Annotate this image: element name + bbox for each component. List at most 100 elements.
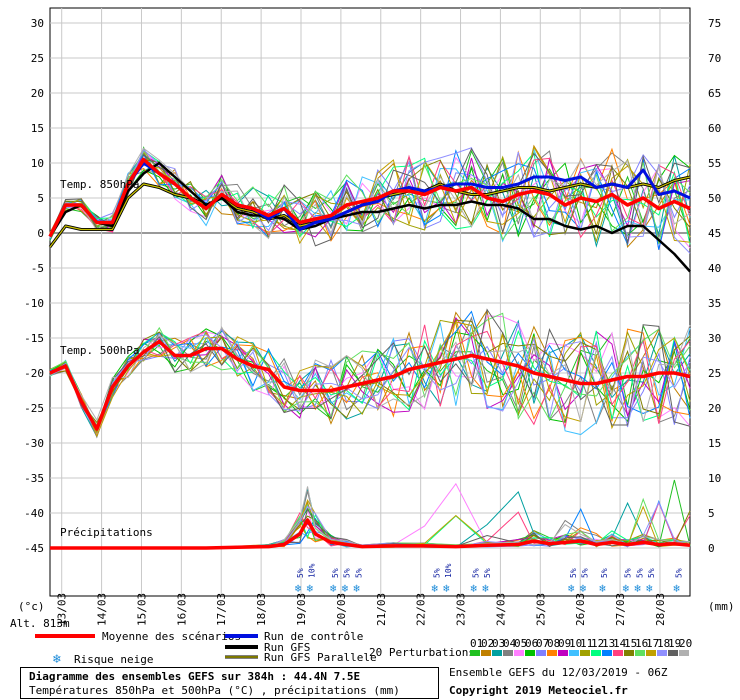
perturbation-line	[49, 322, 691, 436]
snow-percent-label: 5%	[343, 568, 352, 578]
perturbation-swatch	[679, 650, 689, 656]
perturbation-line	[49, 312, 691, 427]
perturbation-line	[49, 325, 691, 423]
perturbation-swatch	[481, 650, 491, 656]
gfs-run-line	[48, 161, 691, 273]
perturbation-number: 02	[481, 637, 494, 650]
snowflake-icon: ❄	[470, 582, 477, 595]
unit-left: (°c)	[18, 600, 45, 613]
perturbation-number: 09	[558, 637, 571, 650]
y-left-tick-label: -40	[24, 507, 44, 520]
y-left-tick-label: -15	[24, 332, 44, 345]
y-right-tick-label: 20	[708, 402, 721, 415]
y-right-tick-label: 25	[708, 367, 721, 380]
x-date-label: 20/03	[335, 593, 348, 626]
y-left-tick-label: -25	[24, 402, 44, 415]
y-right-tick-label: 60	[708, 122, 721, 135]
perturbation-number: 10	[569, 637, 582, 650]
y-left-tick-label: -45	[24, 542, 44, 555]
snow-percent-label: 5%	[624, 568, 633, 578]
perturbation-number: 07	[536, 637, 549, 650]
perturbation-swatch	[492, 650, 502, 656]
perturbation-number: 06	[525, 637, 538, 650]
x-date-label: 22/03	[415, 593, 428, 626]
x-date-label: 26/03	[574, 593, 587, 626]
perturbation-swatch	[591, 650, 601, 656]
snowflake-icon: ❄	[482, 582, 489, 595]
perturbation-swatch	[635, 650, 645, 656]
perturbation-swatch	[569, 650, 579, 656]
mean-500-line	[49, 339, 691, 431]
perturbation-swatch	[624, 650, 634, 656]
perturbation-line	[49, 310, 691, 429]
grid	[50, 8, 690, 596]
snowflake-icon: ❄	[431, 582, 438, 595]
legend-gfs-parallel-label: Run GFS Parallele	[264, 651, 377, 664]
perturbation-swatch	[547, 650, 557, 656]
mean-850-line	[48, 157, 691, 238]
perturbation-line	[49, 318, 691, 433]
perturbation-number: 20	[679, 637, 692, 650]
info-subtitle: Températures 850hPa et 500hPa (°C) , pré…	[29, 684, 400, 697]
mean-precip-line	[50, 518, 691, 550]
x-date-label: 18/03	[255, 593, 268, 626]
y-right-tick-label: 0	[708, 542, 715, 555]
y-left-tick-label: 10	[31, 157, 44, 170]
snow-percent-label: 5%	[647, 568, 656, 578]
perturbation-line	[49, 319, 691, 434]
perturbation-line	[49, 319, 691, 424]
snow-risk-row: 5%❄10%❄5%❄5%❄5%❄5%❄10%❄5%❄5%❄5%❄5%❄5%❄5%…	[295, 563, 684, 595]
x-date-label: 25/03	[534, 593, 547, 626]
info-title: Diagramme des ensembles GEFS sur 384h : …	[29, 670, 361, 683]
snow-percent-label: 5%	[432, 568, 441, 578]
perturbation-swatch	[514, 650, 524, 656]
y-right-tick-label: 5	[708, 507, 715, 520]
unit-right: (mm)	[708, 600, 735, 613]
snow-percent-label: 10%	[307, 563, 316, 578]
y-left-tick-label: 20	[31, 87, 44, 100]
y-left-tick-label: -30	[24, 437, 44, 450]
perturbation-number: 12	[591, 637, 604, 650]
y-left-tick-label: -35	[24, 472, 44, 485]
perturbation-swatch	[646, 650, 656, 656]
legend-perturbations-label: 20 Perturbations	[369, 646, 475, 659]
snowflake-icon: ❄	[568, 582, 575, 595]
legend: Moyenne des scénarios Run de contrôle Ru…	[35, 630, 692, 667]
x-date-label: 15/03	[135, 593, 148, 626]
snowflake-icon: ❄	[295, 582, 302, 595]
snow-percent-label: 5%	[331, 568, 340, 578]
snow-percent-label: 5%	[674, 568, 683, 578]
perturbation-number: 13	[602, 637, 615, 650]
y-left-tick-label: 30	[31, 17, 44, 30]
main-series-lines	[48, 157, 691, 550]
y-right-tick-label: 70	[708, 52, 721, 65]
copyright: Copyright 2019 Meteociel.fr	[449, 684, 628, 697]
snow-percent-label: 5%	[569, 568, 578, 578]
legend-control-label: Run de contrôle	[264, 630, 363, 643]
y-left-tick-label: -10	[24, 297, 44, 310]
perturbation-swatch	[613, 650, 623, 656]
x-date-label: 17/03	[215, 593, 228, 626]
y-right-tick-label: 75	[708, 17, 721, 30]
y-axis-left: 30 25 20 15 10 5 0 -5 -10 -15 -20 -25 -30 -35 -40 -45	[24, 17, 44, 555]
y-right-tick-label: 65	[708, 87, 721, 100]
x-date-label: 27/03	[614, 593, 627, 626]
perturbation-line	[49, 308, 691, 430]
snow-percent-label: 5%	[296, 568, 305, 578]
perturbation-number: 18	[657, 637, 670, 650]
perturbation-number: 15	[624, 637, 637, 650]
y-right-tick-label: 55	[708, 157, 721, 170]
y-left-tick-label: -20	[24, 367, 44, 380]
perturbation-swatch	[503, 650, 513, 656]
snowflake-icon: ❄	[623, 582, 630, 595]
precip-label: Précipitations	[60, 526, 153, 539]
x-date-label: 21/03	[375, 593, 388, 626]
perturbation-swatch	[558, 650, 568, 656]
perturbation-swatch	[580, 650, 590, 656]
perturbation-number: 03	[492, 637, 505, 650]
snowflake-icon: ❄	[330, 582, 337, 595]
y-left-tick-label: 5	[37, 192, 44, 205]
perturbation-line	[49, 324, 691, 429]
perturbation-number: 04	[503, 637, 517, 650]
